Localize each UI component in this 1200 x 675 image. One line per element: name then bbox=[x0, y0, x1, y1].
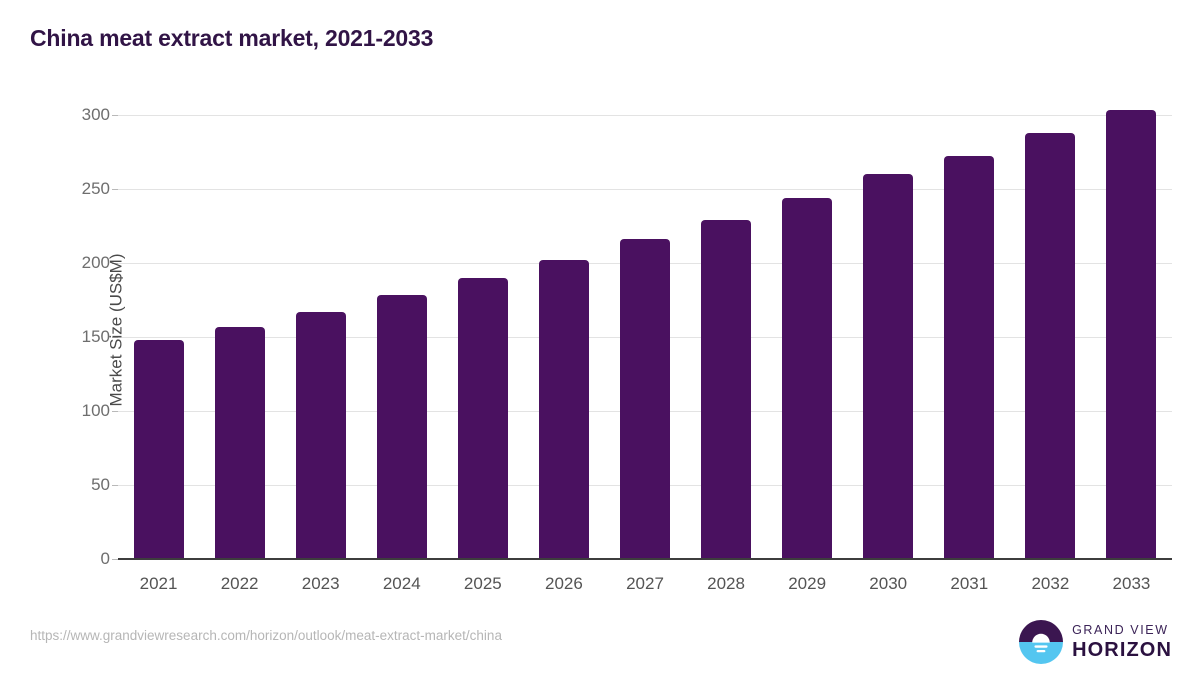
bar-2025[interactable] bbox=[457, 277, 508, 559]
y-tick-mark bbox=[112, 262, 118, 264]
bar-2029[interactable] bbox=[782, 197, 833, 559]
y-tick-mark bbox=[112, 336, 118, 338]
logo-line-1: GRAND VIEW bbox=[1072, 623, 1169, 638]
y-tick-label: 0 bbox=[100, 549, 110, 568]
y-tick-mark bbox=[112, 484, 118, 486]
bar-2031[interactable] bbox=[944, 156, 995, 559]
bar-2028[interactable] bbox=[701, 219, 752, 559]
y-tick-label: 200 bbox=[81, 252, 110, 272]
gridline bbox=[118, 114, 1172, 116]
x-tick-label-2029: 2029 bbox=[788, 574, 827, 593]
x-tick-label-2031: 2031 bbox=[950, 574, 989, 593]
horizon-sun-circle-icon bbox=[1019, 620, 1064, 664]
y-tick-label: 50 bbox=[91, 474, 110, 494]
bar-2023[interactable] bbox=[295, 311, 346, 559]
bar-2032[interactable] bbox=[1025, 132, 1076, 559]
bar-2033[interactable] bbox=[1106, 110, 1157, 559]
bar-2021[interactable] bbox=[133, 339, 184, 559]
x-tick-label-2026: 2026 bbox=[545, 574, 583, 593]
x-tick-label-2025: 2025 bbox=[463, 574, 502, 593]
bar-2026[interactable] bbox=[538, 259, 589, 559]
bar-2022[interactable] bbox=[214, 326, 265, 559]
x-tick-label-2023: 2023 bbox=[301, 574, 340, 593]
x-tick-label-2028: 2028 bbox=[707, 574, 745, 593]
x-tick-label-2021: 2021 bbox=[139, 574, 178, 593]
source-url[interactable]: https://www.grandviewresearch.com/horizo… bbox=[30, 628, 502, 643]
bars-layer bbox=[118, 100, 1172, 559]
y-tick-mark bbox=[112, 410, 118, 412]
x-tick-label-2030: 2030 bbox=[869, 574, 908, 593]
y-tick-label: 300 bbox=[81, 104, 110, 124]
bar-2024[interactable] bbox=[376, 295, 427, 559]
y-tick-mark bbox=[112, 188, 118, 190]
y-tick-mark bbox=[112, 559, 118, 560]
bar-2030[interactable] bbox=[863, 174, 914, 559]
y-tick-label: 100 bbox=[81, 400, 110, 420]
x-tick-label-2027: 2027 bbox=[626, 574, 664, 593]
x-tick-label-2032: 2032 bbox=[1031, 574, 1070, 593]
plot-area: 0 50 100 150 200 250 300 Market Size (US$M) 20… bbox=[82, 100, 1172, 593]
gridline bbox=[118, 188, 1172, 190]
brand-logo[interactable]: GRAND VIEW HORIZON bbox=[1019, 620, 1172, 664]
page-title: China meat extract market, 2021-2033 bbox=[30, 25, 434, 51]
y-tick-label: 150 bbox=[81, 326, 110, 346]
x-axis-line bbox=[118, 558, 1172, 560]
logo-wordmark: GRAND VIEW HORIZON bbox=[1072, 624, 1172, 660]
y-tick-mark bbox=[112, 114, 118, 116]
y-tick-label: 250 bbox=[81, 178, 110, 198]
x-tick-label-2022: 2022 bbox=[220, 574, 259, 593]
logo-line-2: HORIZON bbox=[1072, 638, 1172, 661]
x-tick-label-2024: 2024 bbox=[382, 574, 421, 593]
bar-2027[interactable] bbox=[620, 239, 670, 559]
x-tick-label-2033: 2033 bbox=[1112, 574, 1151, 593]
